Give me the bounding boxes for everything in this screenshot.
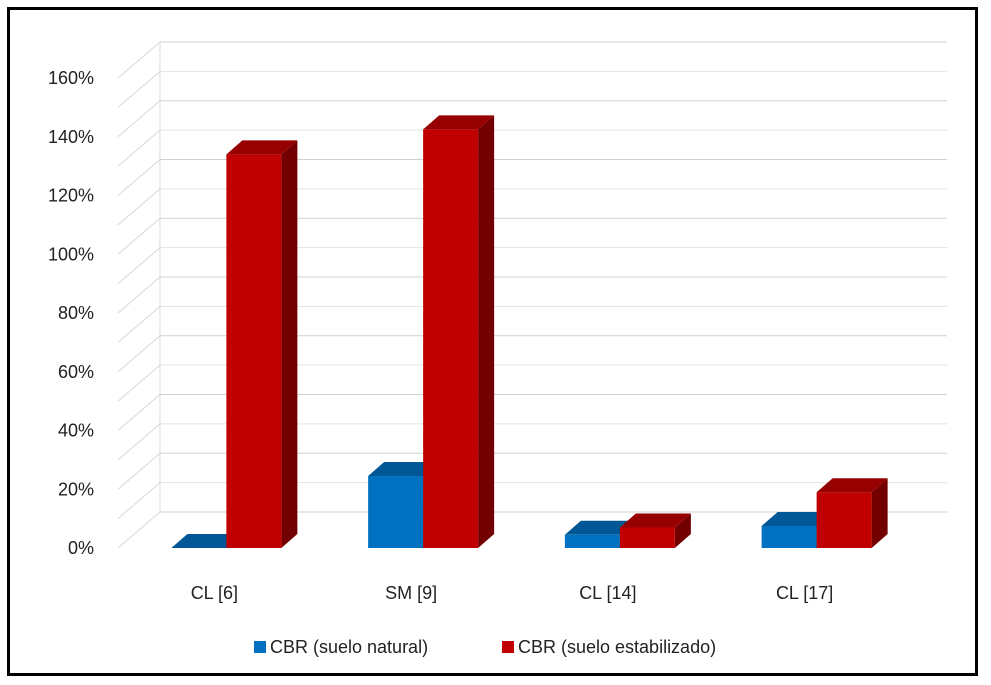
bar-top [619,513,691,528]
y-axis-ticks: 0% 20% 40% 60% 80% 100% 120% 140% 160% [48,68,94,558]
bar-top [368,462,440,477]
gridline-diagonal [117,217,161,255]
gridline-diagonal [117,247,161,285]
y-tick-label: 80% [58,303,94,323]
legend-label: CBR (suelo estabilizado) [518,637,716,657]
bar-front [368,476,424,548]
gridline-diagonal [117,335,161,373]
bar-top [816,478,888,493]
gridline-diagonal [117,452,161,490]
bar [226,140,298,548]
legend-item: CBR (suelo estabilizado) [502,637,716,657]
gridline-diagonal [117,159,161,196]
bar-side [281,140,298,548]
x-tick-label: SM [9] [385,583,437,603]
gridline-diagonal [117,70,161,108]
x-axis-categories: CL [6] SM [9] CL [14] CL [17] [191,583,834,603]
gridline-diagonal [117,511,161,549]
legend-swatch [254,641,266,653]
bar-front [619,527,675,548]
bar-top [423,115,495,130]
bar-top [761,511,833,526]
y-tick-label: 140% [48,127,94,147]
legend-label: CBR (suelo natural) [270,637,428,657]
bar-front [761,525,817,548]
x-tick-label: CL [6] [191,583,238,603]
bar-side [674,513,691,548]
x-tick-label: CL [17] [776,583,833,603]
bar-front [226,154,282,548]
y-tick-label: 60% [58,362,94,382]
gridline-diagonal [117,129,161,167]
gridline-diagonal [117,423,161,461]
legend-swatch [502,641,514,653]
gridline-diagonal [117,364,161,402]
bar [816,478,888,548]
y-tick-label: 120% [48,186,94,206]
y-tick-label: 0% [68,538,94,558]
bar-front [564,534,620,548]
bar [423,115,495,548]
bar-side [478,115,495,548]
bar-front [423,129,479,548]
bar-side [871,478,888,548]
gridline-diagonal [117,276,161,314]
bar [171,534,243,548]
y-tick-label: 160% [48,68,94,88]
y-tick-label: 100% [48,244,94,264]
bar [619,513,691,548]
gridline-diagonal [117,482,161,520]
y-tick-label: 40% [58,421,94,441]
bar-top [226,140,298,155]
bars [171,115,888,548]
y-tick-label: 20% [58,479,94,499]
gridline-diagonal [117,305,161,343]
bar-top [564,520,636,535]
gridline-diagonal [117,394,161,431]
gridline-diagonal [117,41,161,79]
legend-item: CBR (suelo natural) [254,637,428,657]
bar-front [816,492,872,548]
gridline-diagonal [117,188,161,226]
x-tick-label: CL [14] [579,583,636,603]
gridline-diagonal [117,100,161,138]
legend: CBR (suelo natural) CBR (suelo estabiliza… [254,637,716,657]
bar-top [171,534,243,548]
